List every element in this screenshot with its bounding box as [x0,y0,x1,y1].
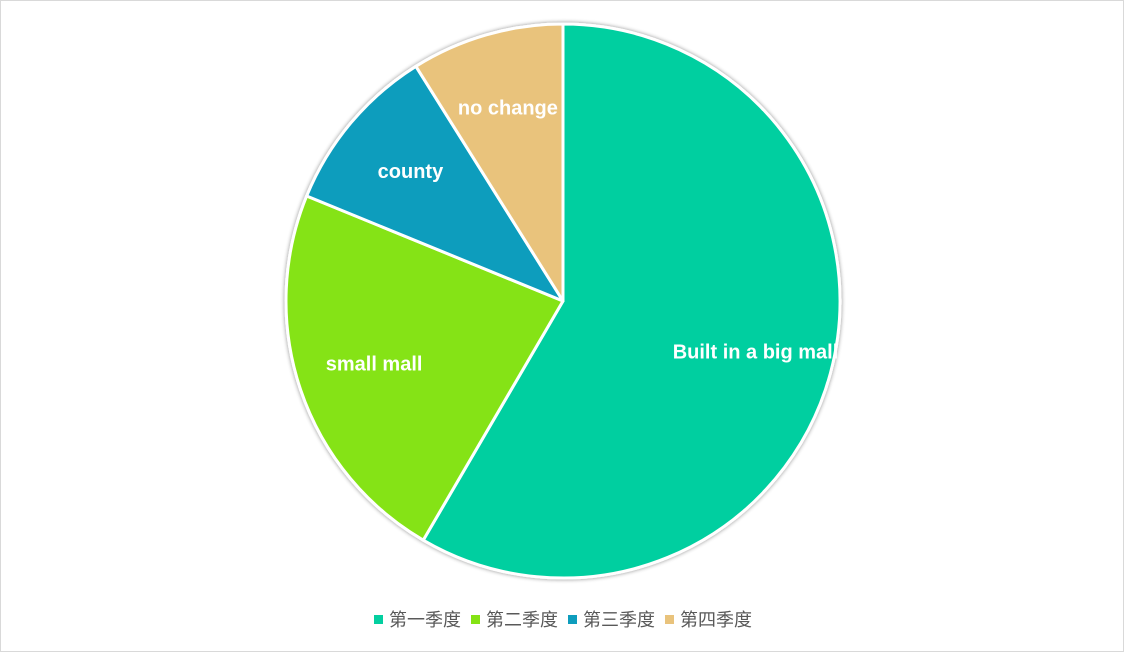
chart-legend: 第一季度 第二季度 第三季度 第四季度 [1,606,1124,632]
pie-slice[interactable] [414,22,565,303]
pie-slice[interactable] [284,194,565,542]
legend-swatch [568,614,577,624]
legend-swatch [471,614,480,624]
legend-swatch [374,614,383,624]
legend-item[interactable]: 第一季度 [374,606,461,632]
legend-item[interactable]: 第四季度 [665,606,752,632]
pie-chart: Built in a big mall small mall county no ch… [284,22,842,580]
legend-item[interactable]: 第三季度 [568,606,655,632]
legend-label: 第二季度 [486,610,558,631]
pie-slice[interactable] [305,64,565,303]
legend-label: 第三季度 [583,610,655,631]
slice-label: small mall [326,353,423,375]
legend-label: 第四季度 [680,610,752,631]
slice-label: county [378,161,444,183]
legend-label: 第一季度 [389,610,461,631]
slice-label: Built in a big mall [673,341,839,363]
legend-swatch [665,614,674,624]
slice-label: no change [458,98,558,120]
pie-slice[interactable] [421,22,842,580]
legend-item[interactable]: 第二季度 [471,606,558,632]
